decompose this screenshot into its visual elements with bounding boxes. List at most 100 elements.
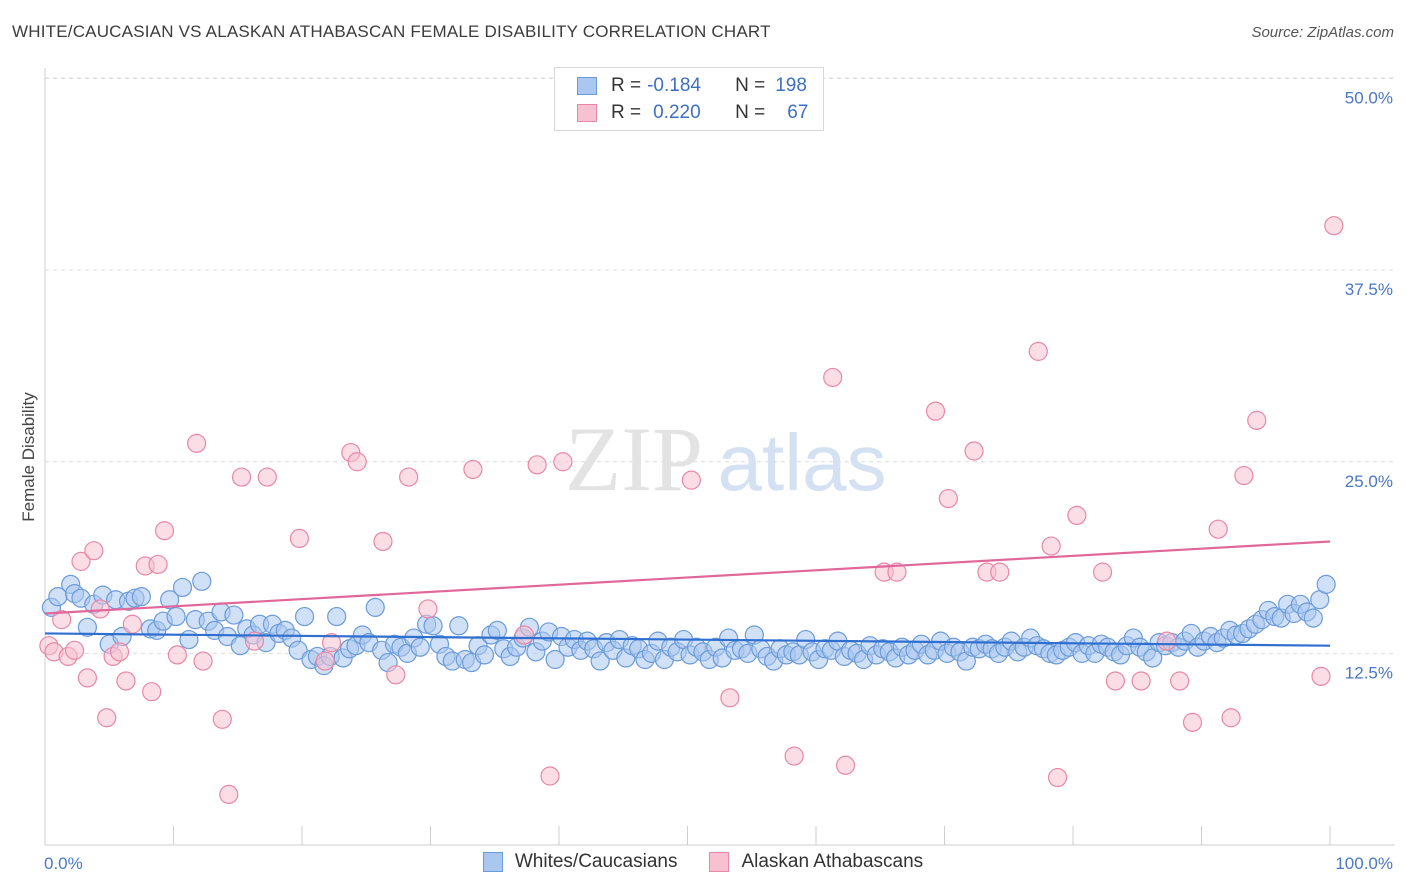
athabascans-point-9 — [97, 708, 117, 728]
athabascans-point-32 — [386, 665, 406, 685]
athabascans-point-37 — [527, 455, 547, 475]
athabascans-point-22 — [219, 784, 239, 805]
whites-point-49 — [365, 597, 385, 617]
athabascans-point-66 — [1311, 666, 1331, 686]
athabascans-point-58 — [1131, 671, 1151, 691]
athabascans-point-60 — [1170, 671, 1190, 691]
athabascans-point-39 — [553, 452, 573, 472]
athabascans-point-52 — [1028, 341, 1048, 361]
x-tick-label-1: 100.0% — [1335, 854, 1393, 873]
athabascans-point-12 — [116, 671, 136, 691]
whites-point-68 — [487, 620, 507, 640]
bottom-legend-label-athabascans: Alaskan Athabascans — [741, 851, 924, 872]
athabascans-point-5 — [71, 551, 91, 571]
athabascans-point-44 — [835, 755, 856, 775]
axes — [44, 68, 1395, 846]
whites-point-17 — [160, 590, 180, 610]
athabascans-point-55 — [1067, 505, 1087, 526]
athabascans-point-24 — [244, 631, 265, 651]
athabascans-point-4 — [64, 640, 85, 660]
whites-point-38 — [294, 606, 315, 627]
athabascans-point-41 — [720, 688, 740, 708]
legend-swatch-pink — [577, 104, 597, 122]
series-athabascans — [39, 216, 1344, 805]
athabascans-point-64 — [1234, 465, 1254, 486]
legend-r-label: R = — [611, 75, 642, 96]
bottom-legend-swatch-pink — [709, 852, 730, 872]
bottom-legend: Whites/Caucasians Alaskan Athabascans — [0, 851, 1406, 873]
athabascans-point-19 — [187, 433, 207, 453]
legend-n-label: N = — [735, 102, 766, 123]
athabascans-point-28 — [321, 633, 342, 653]
athabascans-point-8 — [90, 599, 110, 619]
athabascans-point-40 — [681, 470, 701, 490]
y-tick-label-3: 50.0% — [1345, 89, 1393, 108]
athabascans-point-63 — [1221, 708, 1241, 728]
watermark: ZIP atlas — [565, 408, 886, 510]
whites-point-58 — [423, 616, 443, 636]
athabascans-point-65 — [1247, 410, 1267, 430]
whites-point-5 — [77, 617, 98, 637]
whites-point-20 — [179, 629, 199, 650]
whites-point-84 — [590, 651, 610, 671]
athabascans-point-36 — [514, 625, 534, 645]
whites-point-27 — [224, 605, 244, 625]
athabascans-point-13 — [122, 614, 142, 634]
athabascans-point-34 — [418, 599, 438, 619]
x-tick-label-0: 0.0% — [44, 854, 83, 873]
athabascans-point-31 — [373, 531, 393, 552]
athabascans-point-49 — [964, 441, 984, 461]
athabascans-point-15 — [142, 682, 162, 702]
trend-line-athabascans — [44, 540, 1331, 615]
athabascans-point-33 — [399, 467, 419, 487]
whites-point-56 — [410, 637, 430, 657]
athabascans-point-62 — [1208, 519, 1228, 539]
grid-lines — [45, 77, 1395, 654]
whites-point-19 — [172, 577, 193, 598]
legend-swatch-blue — [577, 77, 597, 95]
athabascans-point-18 — [167, 645, 187, 665]
whites-point-195 — [1303, 608, 1323, 628]
legend-r-label: R = — [611, 102, 642, 123]
y-tick-label-0: 12.5% — [1345, 663, 1393, 682]
athabascans-point-47 — [925, 401, 946, 421]
legend-n-label: N = — [735, 75, 766, 96]
athabascans-point-23 — [232, 467, 252, 487]
trend-line-whites — [44, 632, 1331, 647]
athabascans-point-7 — [84, 541, 104, 561]
athabascans-point-54 — [1047, 767, 1068, 788]
trend-lines — [44, 540, 1331, 647]
bottom-legend-athabascans: Alaskan Athabascans — [709, 851, 923, 873]
athabascans-point-51 — [990, 562, 1010, 582]
legend-box: R = -0.184 N = 198 R = 0.220 N = 67 — [554, 67, 824, 131]
athabascans-point-57 — [1105, 671, 1126, 691]
whites-point-13 — [131, 587, 151, 607]
legend-row-whites: R = -0.184 N = 198 — [577, 73, 807, 99]
bottom-legend-swatch-blue — [482, 852, 503, 872]
legend-r-value-whites: -0.184 — [647, 75, 701, 96]
athabascans-point-30 — [347, 452, 367, 472]
athabascans-point-67 — [1324, 216, 1344, 236]
whites-point-18 — [166, 606, 186, 627]
legend-row-athabascans: R = 0.220 N = 67 — [577, 100, 808, 126]
whites-point-62 — [449, 616, 469, 636]
athabascans-point-56 — [1092, 562, 1113, 582]
chart-title: WHITE/CAUCASIAN VS ALASKAN ATHABASCAN FE… — [12, 22, 771, 41]
athabascans-point-46 — [887, 562, 907, 582]
athabascans-point-61 — [1182, 712, 1203, 732]
athabascans-point-6 — [77, 668, 98, 688]
athabascans-point-17 — [154, 521, 175, 541]
athabascans-point-20 — [193, 651, 213, 671]
athabascans-point-11 — [109, 642, 130, 662]
legend-n-value-athabascans: 67 — [787, 102, 809, 123]
athabascans-point-48 — [938, 488, 958, 509]
tick-labels: 12.5% 25.0% 37.5% 50.0% 0.0% 100.0% — [44, 89, 1393, 874]
bottom-legend-whites: Whites/Caucasians — [482, 851, 678, 873]
legend-n-value-whites: 198 — [775, 75, 807, 96]
y-tick-label-1: 25.0% — [1345, 472, 1393, 491]
source-label: Source: ZipAtlas.com — [1251, 24, 1394, 41]
whites-point-66 — [474, 645, 495, 665]
athabascans-point-53 — [1041, 536, 1061, 556]
whites-point-197 — [1316, 574, 1336, 594]
bottom-legend-label-whites: Whites/Caucasians — [514, 851, 678, 872]
